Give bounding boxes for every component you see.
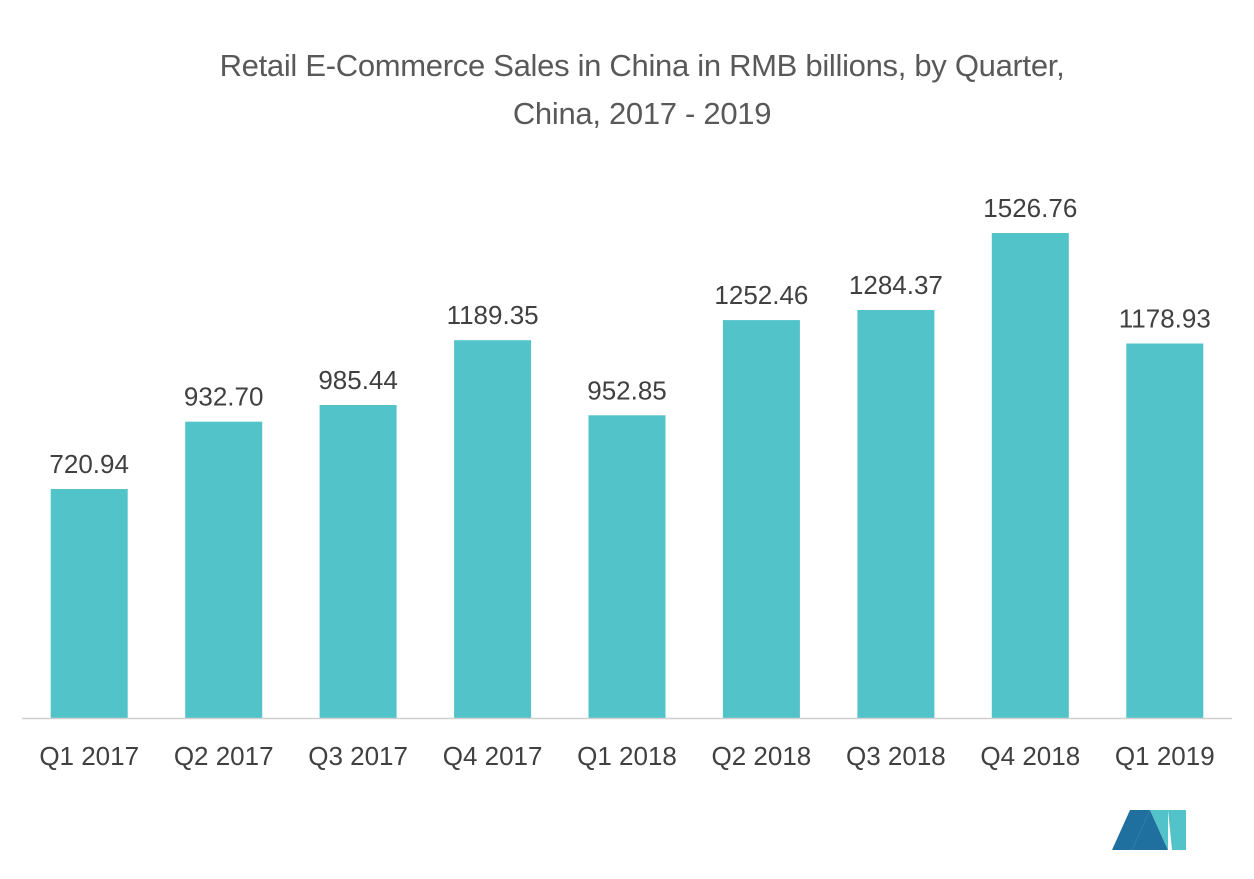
mordor-intelligence-logo-icon (1112, 810, 1186, 850)
x-tick-label: Q1 2017 (39, 741, 139, 771)
bar-value-label: 1526.76 (983, 193, 1077, 223)
x-tick-label: Q1 2018 (577, 741, 677, 771)
bars-group (50, 233, 1204, 718)
bar (991, 233, 1069, 718)
bar (1126, 343, 1204, 718)
bar-value-label: 985.44 (318, 365, 398, 395)
bar-value-label: 720.94 (49, 449, 129, 479)
bar-value-label: 1252.46 (714, 280, 808, 310)
chart-subtitle: China, 2017 - 2019 (512, 96, 772, 131)
bar-value-label: 952.85 (587, 375, 667, 405)
x-tick-labels-group: Q1 2017 Q2 2017 Q3 2017 Q4 2017 Q1 2018 Q2 20… (39, 741, 1214, 771)
bar (857, 310, 935, 718)
x-tick-label: Q4 2018 (980, 741, 1080, 771)
bar-value-label: 932.70 (184, 382, 264, 412)
bar-value-label: 1189.35 (447, 300, 539, 330)
x-tick-label: Q2 2018 (712, 741, 812, 771)
bar-labels-group: 720.94 932.70 985.44 1189.35 952.85 1252.46 12… (49, 193, 1210, 479)
bar (454, 340, 532, 718)
bar (722, 320, 800, 718)
x-tick-label: Q2 2017 (174, 741, 274, 771)
bar (319, 405, 397, 718)
bar (50, 489, 128, 718)
chart-title: Retail E-Commerce Sales in China in RMB … (219, 48, 1065, 83)
x-tick-label: Q1 2019 (1115, 741, 1215, 771)
chart-title-block: Retail E-Commerce Sales in China in RMB … (110, 42, 1174, 138)
bar-value-label: 1178.93 (1119, 304, 1211, 334)
x-tick-label: Q3 2018 (846, 741, 946, 771)
x-tick-label: Q4 2017 (443, 741, 543, 771)
bar (588, 415, 666, 718)
bar-value-label: 1284.37 (849, 270, 943, 300)
bar (185, 421, 263, 718)
x-tick-label: Q3 2017 (308, 741, 408, 771)
